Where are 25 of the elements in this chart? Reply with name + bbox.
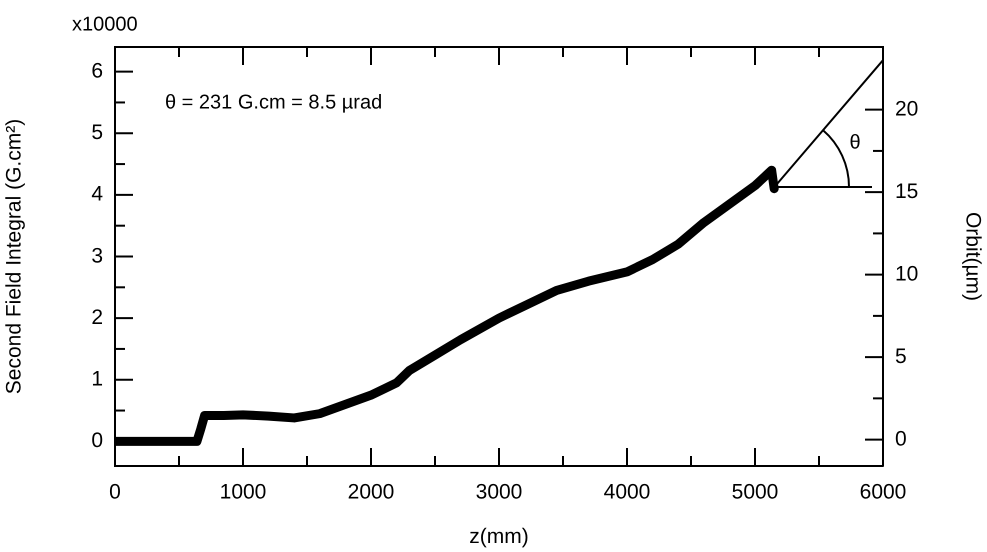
y-tick-label: 6 — [91, 59, 103, 82]
y-tick-label: 0 — [91, 429, 103, 452]
y-tick-label: 3 — [91, 244, 103, 268]
y2-tick-label: 15 — [895, 180, 918, 203]
x-tick-label: 6000 — [860, 480, 906, 504]
x-tick-label: 2000 — [348, 480, 394, 504]
x-tick-label: 5000 — [732, 480, 778, 504]
annotation: θ — [849, 132, 861, 154]
y2-tick-label: 0 — [895, 427, 907, 450]
x-axis-title: z(mm) — [469, 525, 529, 548]
y2-tick-label: 5 — [895, 344, 907, 368]
y2-tick-label: 20 — [895, 97, 918, 120]
y-tick-label: 4 — [91, 182, 104, 206]
y-tick-label: 1 — [91, 368, 103, 391]
text: x10000 — [72, 14, 138, 36]
y-axis-title: Second Field Integral (G.cm²) — [2, 118, 26, 394]
y2-axis-title: Orbit(µm) — [962, 212, 985, 302]
y-tick-label: 5 — [91, 121, 103, 144]
x-tick-label: 1000 — [220, 480, 266, 504]
y2-tick-label: 10 — [895, 262, 918, 286]
x-tick-label: 3000 — [476, 480, 522, 504]
x-tick-label: 4000 — [604, 480, 650, 504]
y-tick-label: 2 — [91, 306, 103, 329]
x-tick-label: 0 — [109, 480, 121, 504]
annotation: θ = 231 G.cm = 8.5 µrad — [165, 92, 382, 114]
